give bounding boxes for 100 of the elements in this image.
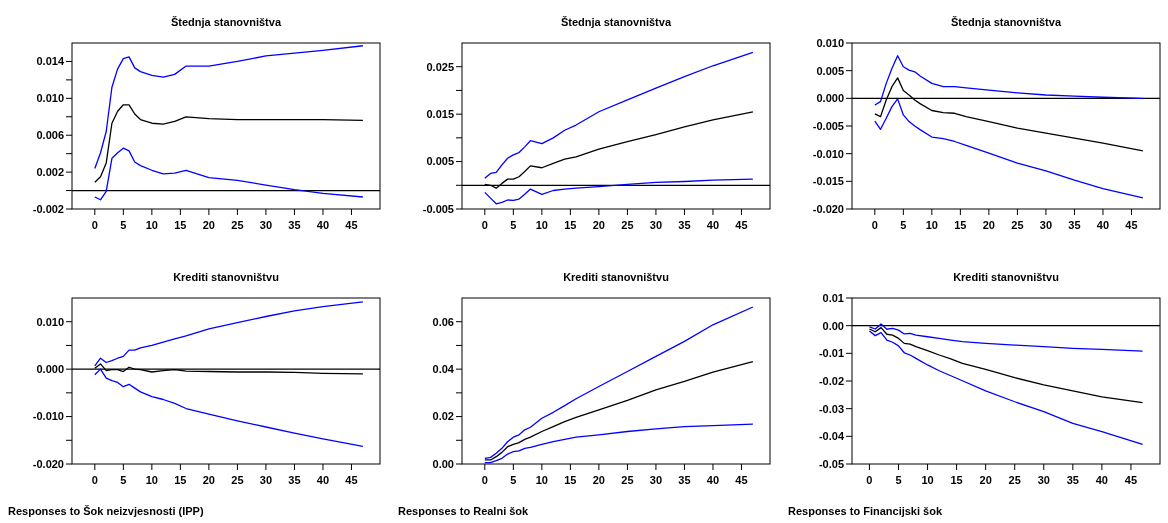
y-tick-label: -0.04 bbox=[818, 430, 845, 443]
x-tick-label: 20 bbox=[202, 474, 216, 486]
y-tick-label: 0.06 bbox=[432, 315, 454, 328]
x-tick-label: 0 bbox=[866, 474, 873, 486]
x-tick-label: 15 bbox=[174, 219, 187, 231]
x-tick-label: 45 bbox=[1125, 219, 1138, 231]
x-tick-label: 15 bbox=[174, 474, 187, 486]
x-tick-label: 5 bbox=[895, 474, 902, 486]
y-tick-label: 0.000 bbox=[816, 92, 844, 105]
x-tick-label: 40 bbox=[316, 219, 330, 231]
x-tick-label: 30 bbox=[1039, 219, 1053, 231]
x-tick-label: 25 bbox=[1011, 219, 1024, 231]
x-tick-label: 10 bbox=[145, 219, 158, 231]
x-tick-label: 25 bbox=[1008, 474, 1021, 486]
x-tick-label: 35 bbox=[288, 474, 301, 486]
x-tick-label: 30 bbox=[649, 219, 663, 231]
y-tick-label: 0.00 bbox=[432, 457, 454, 470]
x-tick-label: 5 bbox=[510, 474, 517, 486]
x-tick-label: 40 bbox=[1095, 474, 1109, 486]
x-tick-label: 40 bbox=[706, 474, 720, 486]
y-tick-label: -0.015 bbox=[812, 175, 844, 188]
x-tick-label: 30 bbox=[649, 474, 663, 486]
x-tick-label: 15 bbox=[954, 219, 967, 231]
y-tick-label: -0.05 bbox=[818, 457, 844, 470]
x-tick-label: 0 bbox=[481, 219, 488, 231]
y-tick-label: 0.005 bbox=[816, 64, 844, 77]
x-tick-label: 20 bbox=[592, 474, 606, 486]
x-tick-label: 45 bbox=[1124, 474, 1138, 486]
chart-title: Krediti stanovništvu bbox=[953, 271, 1059, 283]
x-tick-label: 30 bbox=[1037, 474, 1050, 486]
x-tick-label: 5 bbox=[120, 474, 127, 486]
x-tick-label: 35 bbox=[288, 219, 301, 231]
x-tick-label: 25 bbox=[231, 219, 244, 231]
chart-title: Štednja stanovništva bbox=[170, 16, 282, 28]
x-tick-label: 0 bbox=[871, 219, 878, 231]
y-tick-label: -0.010 bbox=[812, 147, 844, 160]
y-tick-label: -0.020 bbox=[812, 202, 844, 215]
x-tick-label: 0 bbox=[91, 474, 98, 486]
x-tick-label: 10 bbox=[535, 474, 548, 486]
y-tick-label: -0.010 bbox=[32, 410, 64, 423]
x-tick-label: 0 bbox=[91, 219, 98, 231]
y-tick-label: -0.020 bbox=[32, 457, 64, 470]
x-tick-label: 10 bbox=[145, 474, 158, 486]
y-tick-label: 0.010 bbox=[36, 315, 64, 328]
y-tick-label: -0.03 bbox=[818, 402, 844, 415]
x-tick-label: 10 bbox=[535, 219, 548, 231]
y-tick-label: 0.010 bbox=[816, 36, 844, 49]
y-tick-label: 0.025 bbox=[426, 60, 454, 73]
text: Responses to Šok neizvjesnosti (IPP) bbox=[8, 505, 204, 517]
y-tick-label: -0.005 bbox=[812, 119, 844, 132]
x-tick-label: 40 bbox=[1096, 219, 1110, 231]
x-tick-label: 45 bbox=[345, 474, 358, 486]
x-tick-label: 35 bbox=[678, 474, 691, 486]
x-tick-label: 0 bbox=[481, 474, 488, 486]
y-tick-label: 0.04 bbox=[432, 362, 455, 375]
x-tick-label: 25 bbox=[621, 474, 634, 486]
y-tick-label: 0.02 bbox=[432, 410, 454, 423]
x-tick-label: 25 bbox=[231, 474, 244, 486]
x-tick-label: 35 bbox=[1068, 219, 1081, 231]
x-tick-label: 30 bbox=[259, 474, 273, 486]
y-tick-label: 0.010 bbox=[36, 92, 64, 105]
y-tick-label: 0.006 bbox=[36, 129, 64, 142]
y-tick-label: 0.015 bbox=[426, 107, 454, 120]
x-tick-label: 30 bbox=[259, 219, 273, 231]
x-tick-label: 20 bbox=[979, 474, 992, 486]
x-tick-label: 20 bbox=[982, 219, 996, 231]
text: Responses to Financijski šok bbox=[788, 505, 943, 517]
chart-title: Štednja stanovništva bbox=[950, 16, 1062, 28]
y-tick-label: -0.002 bbox=[32, 202, 64, 215]
x-tick-label: 45 bbox=[735, 219, 748, 231]
y-tick-label: 0.01 bbox=[822, 291, 844, 304]
x-tick-label: 10 bbox=[925, 219, 938, 231]
x-tick-label: 40 bbox=[316, 474, 330, 486]
x-tick-label: 10 bbox=[921, 474, 934, 486]
x-tick-label: 20 bbox=[592, 219, 606, 231]
chart-title: Krediti stanovništvu bbox=[173, 271, 279, 283]
y-tick-label: 0.005 bbox=[426, 155, 454, 168]
y-tick-label: 0.000 bbox=[36, 362, 64, 375]
x-tick-label: 45 bbox=[735, 474, 748, 486]
y-tick-label: 0.002 bbox=[36, 165, 64, 178]
x-tick-label: 35 bbox=[1066, 474, 1079, 486]
y-tick-label: -0.02 bbox=[818, 374, 844, 387]
x-tick-label: 40 bbox=[706, 219, 720, 231]
y-tick-label: -0.005 bbox=[422, 202, 454, 215]
text: Responses to Realni šok bbox=[398, 505, 530, 517]
y-tick-label: 0.014 bbox=[36, 55, 65, 68]
y-tick-label: 0.00 bbox=[822, 319, 844, 332]
chart-title: Štednja stanovništva bbox=[560, 16, 672, 28]
x-tick-label: 25 bbox=[621, 219, 634, 231]
x-tick-label: 15 bbox=[950, 474, 963, 486]
x-tick-label: 15 bbox=[564, 219, 577, 231]
x-tick-label: 5 bbox=[510, 219, 517, 231]
x-tick-label: 15 bbox=[564, 474, 577, 486]
x-tick-label: 5 bbox=[900, 219, 907, 231]
x-tick-label: 35 bbox=[678, 219, 691, 231]
x-tick-label: 45 bbox=[345, 219, 358, 231]
x-tick-label: 20 bbox=[202, 219, 216, 231]
y-tick-label: -0.01 bbox=[818, 347, 844, 360]
x-tick-label: 5 bbox=[120, 219, 127, 231]
chart-title: Krediti stanovništvu bbox=[563, 271, 669, 283]
